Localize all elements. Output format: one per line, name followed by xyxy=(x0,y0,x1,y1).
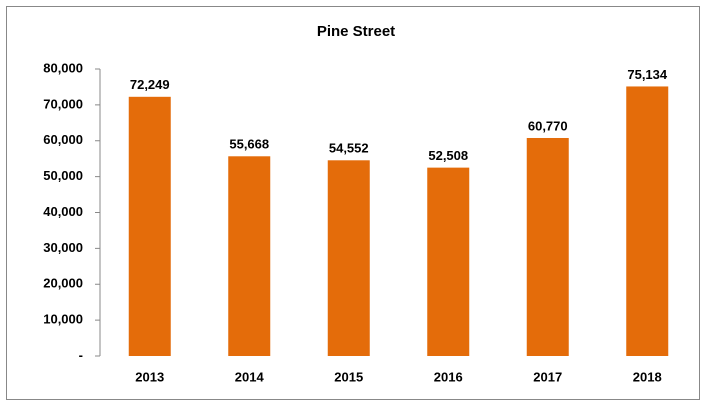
chart-title: Pine Street xyxy=(317,23,395,40)
bar xyxy=(327,160,370,356)
y-tick-label: 20,000 xyxy=(43,276,83,291)
bar xyxy=(526,137,569,356)
x-tick-label: 2015 xyxy=(334,369,363,384)
data-label: 55,668 xyxy=(229,137,269,152)
y-tick-label: 40,000 xyxy=(43,204,83,219)
data-label: 60,770 xyxy=(528,118,568,133)
data-label: 72,249 xyxy=(130,77,170,92)
y-tick-label: 30,000 xyxy=(43,240,83,255)
x-tick-label: 2014 xyxy=(235,369,265,384)
x-tick-label: 2018 xyxy=(633,369,662,384)
y-tick-label: 70,000 xyxy=(43,96,83,111)
bar xyxy=(228,156,271,356)
bar xyxy=(128,96,171,357)
bar xyxy=(626,86,669,356)
data-label: 52,508 xyxy=(428,148,468,163)
y-tick-label: 50,000 xyxy=(43,168,83,183)
y-tick-label: 80,000 xyxy=(43,60,83,75)
data-label: 75,134 xyxy=(627,67,668,82)
y-tick-label: 10,000 xyxy=(43,312,83,327)
x-tick-label: 2017 xyxy=(533,369,562,384)
y-tick-label: - xyxy=(79,347,83,362)
x-tick-label: 2016 xyxy=(434,369,463,384)
x-tick-label: 2013 xyxy=(135,369,164,384)
bar xyxy=(427,167,470,356)
y-tick-label: 60,000 xyxy=(43,132,83,147)
data-label: 54,552 xyxy=(329,141,369,156)
